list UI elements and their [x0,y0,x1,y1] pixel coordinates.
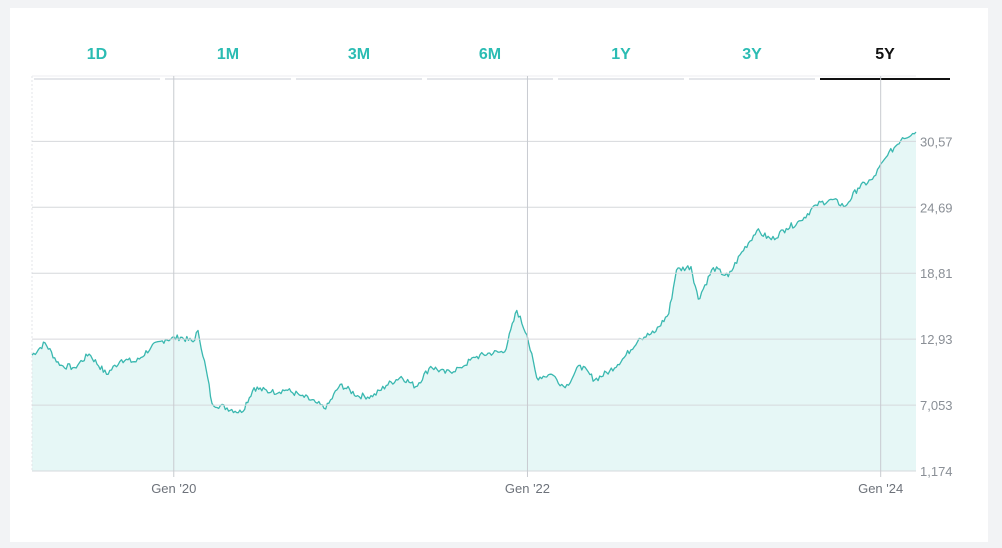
tab-1y[interactable]: 1Y [558,34,684,80]
chart-card: 1D 1M 3M 6M 1Y 3Y 5Y 1,174 7,053 12,93 18,8… [10,8,988,542]
y-tick-label: 24,69 [920,200,953,215]
tab-1d[interactable]: 1D [34,34,160,80]
tab-6m[interactable]: 6M [427,34,553,80]
price-area-fill [32,132,916,471]
price-line [31,131,917,414]
tab-3y[interactable]: 3Y [689,34,815,80]
tab-5y[interactable]: 5Y [820,34,950,80]
x-tick-label: Gen '22 [505,481,550,496]
tab-1m[interactable]: 1M [165,34,291,80]
y-tick-label: 30,57 [920,134,953,149]
axis-labels: 1,174 7,053 12,93 18,81 24,69 30,57 Gen '20 Gen… [151,134,952,496]
x-tick-label: Gen '20 [151,481,196,496]
tab-3m[interactable]: 3M [296,34,422,80]
y-tick-label: 12,93 [920,332,953,347]
period-tabs: 1D 1M 3M 6M 1Y 3Y 5Y [34,34,950,80]
y-tick-label: 1,174 [920,464,953,479]
x-tick-label: Gen '24 [858,481,903,496]
grid [31,75,916,477]
area-layer [31,131,917,471]
price-chart: 1,174 7,053 12,93 18,81 24,69 30,57 Gen '20 Gen… [31,75,953,496]
y-tick-label: 18,81 [920,266,953,281]
y-tick-label: 7,053 [920,398,953,413]
